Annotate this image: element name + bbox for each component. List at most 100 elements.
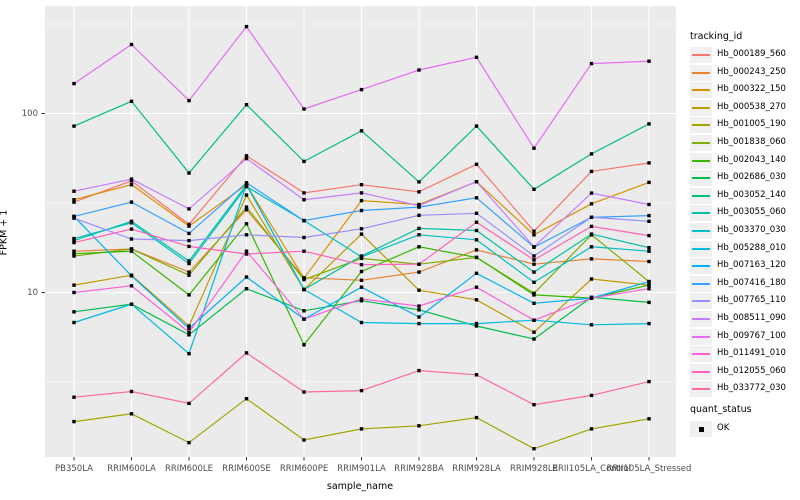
data-point	[244, 205, 249, 209]
data-point	[244, 193, 249, 197]
legend-key-swatch	[690, 99, 712, 116]
series-color-line-icon	[692, 106, 710, 109]
data-point	[474, 248, 479, 252]
data-point	[474, 55, 479, 59]
data-point	[417, 424, 421, 428]
data-point	[302, 317, 306, 321]
data-point	[244, 275, 249, 279]
data-point	[244, 24, 249, 29]
data-point	[187, 270, 191, 274]
data-point	[359, 232, 364, 236]
series-color-line-icon	[692, 300, 710, 303]
data-point	[474, 196, 479, 200]
data-point	[417, 245, 421, 249]
data-point	[72, 254, 76, 258]
data-point	[302, 287, 306, 292]
data-point	[129, 237, 134, 241]
legend-key-swatch	[690, 381, 712, 398]
data-point	[532, 229, 536, 233]
legend-item-label: Hb_005288_010	[717, 242, 786, 253]
data-point	[474, 238, 479, 242]
data-point	[72, 251, 76, 256]
data-point	[589, 277, 594, 281]
series-color-line-icon	[692, 353, 710, 356]
data-point	[474, 298, 479, 302]
data-point	[589, 169, 594, 174]
data-point	[129, 274, 134, 278]
series-color-line-icon	[692, 54, 710, 56]
legend-key-swatch	[690, 64, 712, 81]
data-point	[359, 198, 364, 203]
data-point	[532, 270, 536, 274]
data-point	[187, 259, 191, 263]
data-point	[532, 318, 536, 322]
series-color-line-icon	[692, 124, 710, 127]
data-point	[532, 403, 536, 407]
legend-item-label: Hb_000243_250	[717, 66, 786, 77]
legend-key-swatch	[690, 258, 712, 275]
data-point	[474, 255, 479, 260]
data-point	[187, 273, 191, 277]
data-point	[187, 231, 191, 236]
data-point	[244, 183, 249, 187]
data-point	[532, 293, 536, 297]
legend-item-label: Hb_007416_180	[717, 277, 786, 288]
data-point	[417, 270, 421, 274]
data-point	[72, 290, 76, 295]
data-point	[532, 245, 536, 249]
data-point	[244, 249, 249, 253]
data-point	[532, 447, 536, 451]
legend-title-quant-status: quant_status	[690, 404, 752, 415]
series-color-line-icon	[692, 71, 710, 74]
y-tick-label: 10	[27, 287, 38, 298]
legend-key-swatch	[690, 117, 712, 134]
data-point	[244, 156, 249, 161]
legend-key-swatch	[690, 47, 712, 63]
data-point	[589, 202, 594, 206]
data-point	[72, 236, 76, 241]
data-point	[647, 246, 651, 250]
data-point	[129, 247, 134, 251]
series-color-line-icon	[692, 177, 710, 180]
data-point	[72, 189, 76, 193]
data-point	[302, 159, 306, 164]
legend-key-swatch	[690, 240, 712, 257]
data-point	[647, 233, 651, 238]
data-point	[244, 185, 249, 189]
data-point	[129, 183, 134, 187]
data-point	[187, 238, 191, 243]
legend-item-label: Hb_003052_140	[717, 189, 786, 200]
data-point	[302, 438, 306, 442]
series-color-line-icon	[692, 388, 710, 391]
legend-item-label: Hb_009767_100	[717, 330, 786, 341]
x-tick-label: RRIM928LA	[452, 464, 501, 474]
data-point	[302, 309, 306, 313]
legend-key-swatch	[690, 152, 712, 169]
data-point	[72, 81, 76, 86]
data-point	[417, 226, 421, 231]
data-point	[474, 321, 479, 326]
data-point	[187, 207, 191, 211]
data-point	[187, 401, 191, 406]
data-point	[589, 296, 594, 300]
series-color-line-icon	[692, 159, 710, 162]
data-point	[589, 232, 594, 236]
legend-key-swatch	[690, 135, 712, 151]
data-point	[647, 300, 651, 305]
data-point	[72, 238, 76, 243]
data-point	[532, 146, 536, 150]
data-point	[244, 233, 249, 237]
axis-tick-marks	[41, 113, 650, 461]
data-point	[187, 440, 191, 445]
data-point	[417, 308, 421, 312]
data-point	[647, 59, 651, 63]
x-tick-label: RRIM600SE	[222, 464, 271, 474]
x-tick-label: RRIM928BA	[394, 464, 444, 474]
data-point	[417, 315, 421, 319]
data-point	[589, 61, 594, 66]
data-point	[474, 211, 479, 215]
legend-key-swatch	[690, 293, 712, 310]
x-tick-label: RRIM600LE	[165, 464, 213, 474]
data-point	[417, 368, 421, 373]
